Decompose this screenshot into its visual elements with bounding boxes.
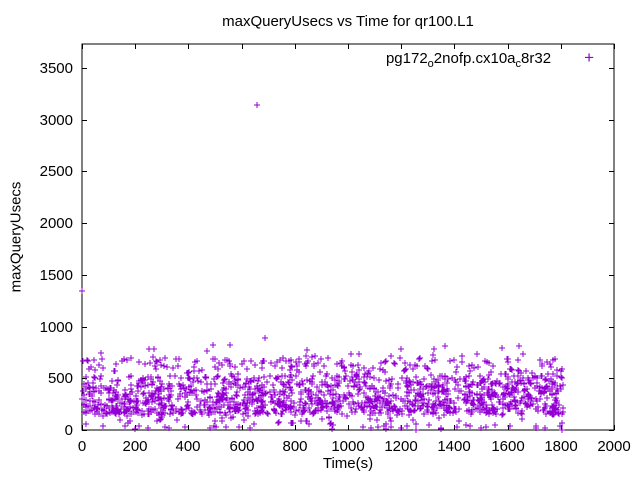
x-tick-label: 0 [78, 438, 86, 455]
x-tick-label: 1600 [491, 438, 524, 455]
x-tick-label: 600 [229, 438, 254, 455]
legend-label: pg172o2nofp.cx10ac8r32 [385, 50, 552, 70]
y-tick-label: 3000 [40, 112, 73, 129]
y-tick-label: 500 [48, 370, 73, 387]
y-tick-label: 2500 [40, 163, 73, 180]
x-tick-label: 400 [175, 438, 200, 455]
x-tick-label: 800 [282, 438, 307, 455]
legend: pg172o2nofp.cx10ac8r32 + [82, 48, 596, 70]
y-tick-label: 0 [65, 422, 73, 439]
legend-label-segment: 2nofp.cx10a [433, 50, 516, 67]
x-tick-label: 1400 [437, 438, 470, 455]
x-tick-label: 1800 [544, 438, 577, 455]
legend-label-subscript: c [515, 58, 522, 70]
x-tick-label: 200 [122, 438, 147, 455]
x-tick-label: 2000 [597, 438, 630, 455]
y-tick-label: 1000 [40, 319, 73, 336]
plot-border [81, 43, 615, 431]
data-points [79, 102, 566, 433]
y-tick-label: 3500 [40, 60, 73, 77]
legend-label-segment: 8r32 [521, 50, 552, 67]
x-axis-label: Time(s) [322, 455, 374, 472]
x-tick-label: 1200 [384, 438, 417, 455]
legend-plus-marker-icon: + [584, 48, 594, 67]
legend-label-segment: pg172 [385, 50, 428, 67]
legend-label-subscript: o [427, 58, 434, 70]
y-tick-label: 2000 [40, 215, 73, 232]
x-tick-label: 1000 [331, 438, 364, 455]
chart-title: maxQueryUsecs vs Time for qr100.L1 [222, 13, 474, 30]
y-tick-label: 1500 [40, 267, 73, 284]
